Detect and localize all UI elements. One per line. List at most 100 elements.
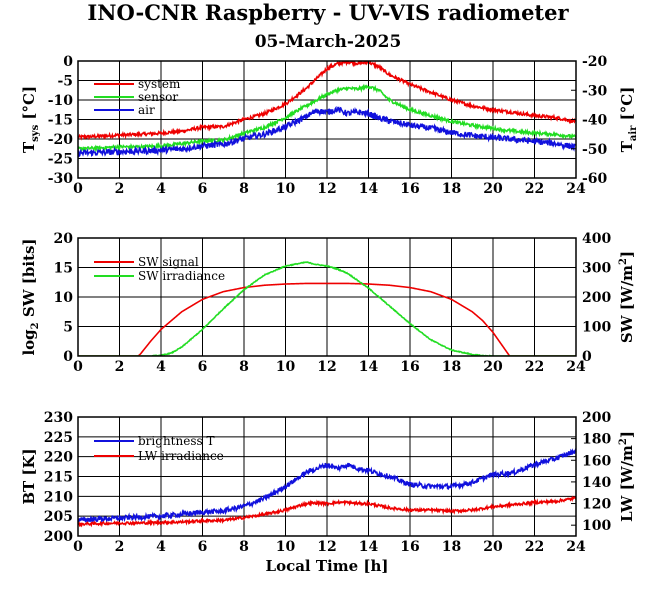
x-tick-label: 14 — [359, 539, 379, 555]
x-tick-label: 0 — [73, 359, 83, 375]
y-tick-label: 225 — [44, 430, 73, 446]
x-tick-label: 10 — [276, 539, 296, 555]
x-tick-label: 24 — [566, 539, 586, 555]
y2-axis-label-sup: 2 — [618, 438, 629, 445]
y-tick-label: 210 — [44, 489, 73, 505]
y-axis-label-sub: sys — [30, 124, 41, 141]
y2-tick-label: 0 — [582, 349, 592, 365]
y2-tick-label: 300 — [582, 261, 611, 277]
y-axis-label: log2 SW [bits] — [20, 238, 41, 355]
x-tick-label: 10 — [276, 359, 296, 375]
legend-label: system — [138, 77, 181, 91]
x-tick-label: 6 — [198, 359, 208, 375]
y2-tick-label: 140 — [582, 475, 611, 491]
x-tick-label: 20 — [483, 539, 503, 555]
y-tick-label: 200 — [44, 529, 73, 545]
y-axis-label-unit: SW [bits] — [20, 238, 38, 322]
series-line-brightness-t — [78, 447, 576, 524]
y2-axis-label: Tair [°C] — [618, 87, 639, 153]
x-tick-label: 24 — [566, 181, 586, 197]
y2-axis-label-sup: 2 — [618, 258, 629, 265]
y-tick-label: 220 — [44, 450, 73, 466]
x-tick-label: 18 — [442, 181, 461, 197]
x-tick-label: 2 — [115, 359, 125, 375]
y2-tick-label: -60 — [582, 171, 608, 187]
y2-axis-label: SW [W/m2] — [618, 251, 636, 343]
x-tick-label: 2 — [115, 181, 125, 197]
x-tick-label: 14 — [359, 181, 379, 197]
y-tick-label: 205 — [44, 509, 73, 525]
x-tick-label: 0 — [73, 539, 83, 555]
series-line-system — [78, 61, 576, 141]
x-tick-label: 20 — [483, 359, 503, 375]
y2-tick-label: 160 — [582, 453, 611, 469]
x-axis-label: Local Time [h] — [266, 557, 389, 575]
x-tick-label: 12 — [317, 181, 336, 197]
y-axis-label-main: log — [20, 329, 38, 356]
y-tick-label: 10 — [54, 290, 74, 306]
y2-tick-label: -40 — [582, 113, 608, 129]
y-axis-label: Tsys [°C] — [20, 86, 41, 153]
y2-tick-label: 100 — [582, 518, 611, 534]
y2-axis-label-sub: air — [628, 125, 639, 141]
legend-label: SW signal — [138, 255, 199, 269]
x-tick-label: 6 — [198, 539, 208, 555]
x-tick-label: 24 — [566, 359, 586, 375]
series-line-air — [78, 105, 576, 158]
x-tick-label: 16 — [400, 181, 419, 197]
y-tick-label: 215 — [44, 470, 73, 486]
y2-tick-label: 200 — [582, 290, 611, 306]
y-tick-label: 230 — [44, 410, 73, 426]
y-tick-label: 15 — [54, 261, 73, 277]
x-tick-label: 4 — [156, 181, 166, 197]
y-tick-label: -15 — [48, 113, 73, 129]
y-tick-label: 0 — [63, 54, 73, 70]
x-tick-label: 14 — [359, 359, 379, 375]
x-tick-label: 2 — [115, 539, 125, 555]
y-axis-label-unit: [°C] — [20, 86, 38, 125]
y2-axis-label-unit: [°C] — [618, 87, 636, 126]
figure-subtitle: 05-March-2025 — [255, 32, 402, 52]
x-tick-label: 12 — [317, 359, 336, 375]
x-tick-label: 16 — [400, 539, 419, 555]
x-tick-label: 0 — [73, 181, 83, 197]
y-tick-label: -10 — [48, 93, 74, 109]
y2-tick-label: 100 — [582, 320, 611, 336]
legend-label: brightness T — [138, 434, 214, 448]
y2-tick-label: -20 — [582, 54, 608, 70]
y2-axis-label-main: SW [W/m — [618, 265, 636, 343]
legend-label: LW irradiance — [138, 449, 224, 463]
y-tick-label: -5 — [57, 74, 73, 90]
x-tick-label: 22 — [525, 539, 544, 555]
y2-axis-label-unit: ] — [618, 431, 636, 438]
legend-label: SW irradiance — [138, 269, 225, 283]
x-tick-label: 4 — [156, 539, 166, 555]
y2-axis-label: LW [W/m2] — [618, 431, 636, 522]
series-line-sw-signal — [78, 282, 576, 356]
y-tick-label: 5 — [63, 320, 73, 336]
y-tick-label: 0 — [63, 349, 73, 365]
y-tick-label: -25 — [48, 152, 73, 168]
x-tick-label: 8 — [239, 181, 249, 197]
y-axis-label-main: T — [20, 141, 38, 153]
x-tick-label: 6 — [198, 181, 208, 197]
y-tick-label: 20 — [54, 231, 74, 247]
series-line-lw-irradiance — [78, 495, 576, 528]
y2-tick-label: 180 — [582, 432, 611, 448]
x-tick-label: 18 — [442, 359, 461, 375]
x-tick-label: 16 — [400, 359, 419, 375]
y-tick-label: -20 — [48, 132, 74, 148]
legend-label: sensor — [138, 90, 178, 104]
y-axis-label: BT [K] — [20, 448, 38, 504]
x-tick-label: 18 — [442, 539, 461, 555]
y2-axis-label-main: LW [W/m — [618, 445, 636, 522]
x-tick-label: 22 — [525, 181, 544, 197]
series-line-sensor — [78, 83, 576, 153]
y2-tick-label: 200 — [582, 410, 611, 426]
y2-tick-label: 400 — [582, 231, 611, 247]
x-tick-label: 22 — [525, 359, 544, 375]
x-tick-label: 4 — [156, 359, 166, 375]
y2-tick-label: 120 — [582, 497, 611, 513]
